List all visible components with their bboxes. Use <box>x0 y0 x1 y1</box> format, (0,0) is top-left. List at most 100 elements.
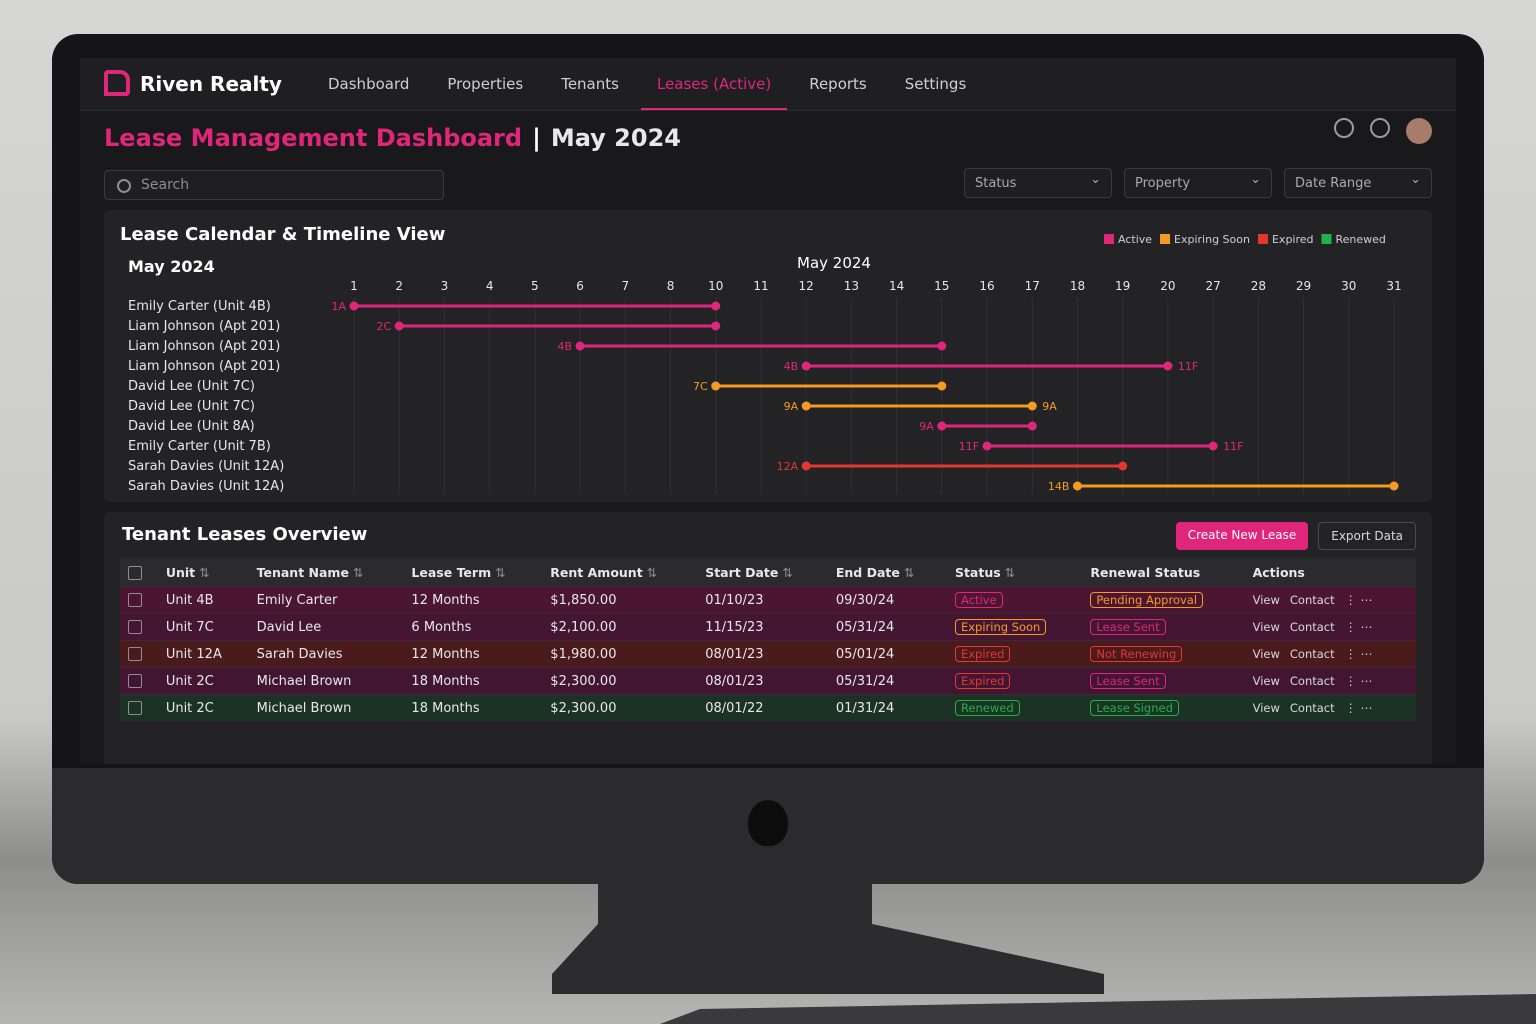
header-row: UnitTenant NameLease TermRent AmountStar… <box>120 558 1416 587</box>
cell-end: 05/01/24 <box>827 640 947 668</box>
bar-start-dot <box>801 361 811 371</box>
cell-rent: $1,850.00 <box>542 586 698 614</box>
row-checkbox[interactable] <box>128 593 142 607</box>
status-badge: Expiring Soon <box>954 618 1047 635</box>
day-label: 19 <box>1115 279 1130 293</box>
table-panel: Tenant Leases Overview Create New Lease E… <box>104 512 1432 764</box>
row-checkbox[interactable] <box>128 674 142 688</box>
bar-end-dot <box>1163 361 1173 371</box>
day-label: 15 <box>934 279 949 293</box>
table-row: Unit 2C Michael Brown 18 Months $2,300.00 08… <box>120 667 1416 695</box>
checkbox-cell <box>120 667 158 695</box>
action-link[interactable]: Contact <box>1289 700 1335 715</box>
bar-end-label: 11F <box>1223 440 1243 453</box>
row-checkbox[interactable] <box>128 647 142 661</box>
filter-dropdown[interactable]: Date Range <box>1284 168 1432 198</box>
status-badge: Active <box>954 591 1003 608</box>
notification-icon[interactable] <box>1370 118 1390 138</box>
bar-start-dot <box>394 321 404 331</box>
nav-item[interactable]: Properties <box>447 75 524 93</box>
cell-end: 05/31/24 <box>827 613 947 641</box>
filter-dropdown[interactable]: Status <box>964 168 1112 198</box>
more-menu[interactable] <box>1345 674 1373 689</box>
status-badge: Expired <box>954 672 1011 689</box>
table-button[interactable]: Create New Lease <box>1175 522 1309 550</box>
column-header: Actions <box>1244 558 1416 587</box>
cell-term: 18 Months <box>403 694 543 721</box>
action-link[interactable]: Contact <box>1289 619 1335 634</box>
cell-start: 08/01/23 <box>697 667 828 695</box>
cell-start: 08/01/23 <box>697 640 828 668</box>
bar-end-dot <box>1208 441 1218 451</box>
bar-start-label: 12A <box>777 460 799 473</box>
nav-item[interactable]: Tenants <box>561 75 619 93</box>
cell-unit: Unit 12A <box>157 640 249 668</box>
bar-start-label: 7C <box>693 380 708 393</box>
nav-item[interactable]: Dashboard <box>328 75 410 93</box>
cell-end: 01/31/24 <box>827 694 947 721</box>
cell-start: 01/10/23 <box>697 586 828 614</box>
action-link[interactable]: View <box>1252 700 1280 715</box>
nav-item[interactable]: Leases (Active) <box>640 58 788 110</box>
action-link[interactable]: Contact <box>1289 673 1335 688</box>
legend-label: Expired <box>1272 233 1314 246</box>
actions-cell: View Contact <box>1244 640 1416 668</box>
cell-end: 09/30/24 <box>827 586 947 614</box>
cell-tenant: Sarah Davies <box>248 640 404 668</box>
row-checkbox[interactable] <box>128 701 142 715</box>
more-menu[interactable] <box>1345 593 1373 608</box>
column-header[interactable]: Status <box>946 558 1083 587</box>
row-checkbox[interactable] <box>128 620 142 634</box>
nav-item[interactable]: Reports <box>809 75 867 93</box>
nav-item[interactable]: Settings <box>904 75 967 93</box>
renewal-badge: Lease Sent <box>1090 672 1166 689</box>
day-label: 31 <box>1386 279 1401 293</box>
day-label: 30 <box>1341 279 1356 293</box>
action-link[interactable]: Contact <box>1289 592 1335 607</box>
action-link[interactable]: Contact <box>1289 646 1335 661</box>
search-box[interactable]: Search <box>104 170 444 200</box>
table-row: Unit 2C Michael Brown 18 Months $2,300.00 08… <box>120 694 1416 721</box>
table-row: Unit 4B Emily Carter 12 Months $1,850.00 01/… <box>120 586 1416 614</box>
day-label: 5 <box>531 279 539 293</box>
filter-dropdown[interactable]: Property <box>1124 168 1272 198</box>
select-all-checkbox[interactable] <box>128 565 142 580</box>
help-icon[interactable] <box>1334 118 1354 138</box>
checkbox-cell <box>120 694 158 721</box>
more-menu[interactable] <box>1345 647 1373 662</box>
action-link[interactable]: View <box>1252 673 1280 688</box>
cell-term: 12 Months <box>403 640 543 668</box>
cell-rent: $2,300.00 <box>542 667 698 695</box>
table-body: Unit 4B Emily Carter 12 Months $1,850.00 01/… <box>120 586 1416 721</box>
column-header[interactable]: Unit <box>157 558 249 587</box>
cell-term: 18 Months <box>403 667 543 695</box>
legend-label: Renewed <box>1336 233 1386 246</box>
column-header[interactable]: Rent Amount <box>542 558 698 587</box>
checkbox-header <box>120 558 158 587</box>
action-link[interactable]: View <box>1252 592 1280 607</box>
bar-start-label: 9A <box>784 400 799 413</box>
title-separator: | <box>532 124 541 152</box>
cell-tenant: Emily Carter <box>248 586 404 614</box>
column-header[interactable]: Tenant Name <box>248 558 404 587</box>
stand-shape <box>552 884 1104 994</box>
more-menu[interactable] <box>1345 701 1373 716</box>
table-title: Tenant Leases Overview <box>122 524 368 545</box>
action-link[interactable]: View <box>1252 646 1280 661</box>
more-menu[interactable] <box>1345 620 1373 635</box>
cell-unit: Unit 4B <box>157 586 249 614</box>
renewal-badge: Lease Signed <box>1090 699 1179 716</box>
action-link[interactable]: View <box>1252 619 1280 634</box>
user-avatar[interactable] <box>1406 118 1432 144</box>
day-label: 7 <box>621 279 629 293</box>
status-cell: Expiring Soon <box>946 613 1083 641</box>
row-label: Liam Johnson (Apt 201) <box>128 359 280 374</box>
table-button[interactable]: Export Data <box>1318 522 1416 550</box>
column-header[interactable]: Start Date <box>697 558 828 587</box>
column-header[interactable]: End Date <box>827 558 947 587</box>
renewal-cell: Lease Sent <box>1082 613 1245 641</box>
screen: Riven Realty Dashboard Properties Tenants L… <box>80 58 1456 764</box>
row-label: Emily Carter (Unit 4B) <box>128 299 271 314</box>
column-header[interactable]: Lease Term <box>403 558 543 587</box>
bar-start-dot <box>937 421 947 431</box>
